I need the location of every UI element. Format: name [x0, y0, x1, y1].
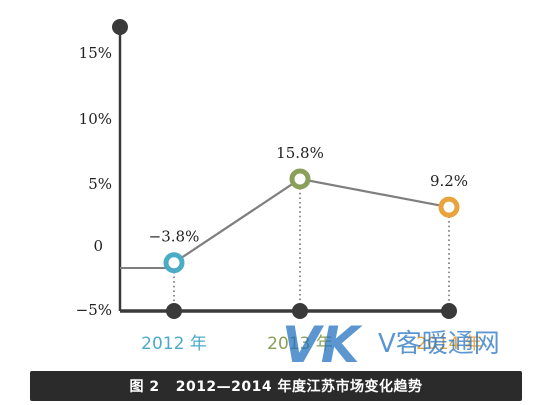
y-tick-label: −5%	[76, 301, 112, 319]
figure-caption: 图 2 2012—2014 年度江苏市场变化趋势	[129, 379, 423, 395]
data-label: 15.8%	[276, 144, 324, 162]
data-label: 9.2%	[430, 172, 468, 190]
data-label: −3.8%	[149, 228, 200, 246]
y-tick-label: 5%	[88, 175, 112, 193]
trend-chart: 15% 10% 5% 0 −5% −3.8% 2012 年 15.8% 2013 年 9…	[76, 19, 482, 354]
series-line	[173, 177, 450, 264]
watermark-brand: VK	[282, 316, 360, 374]
y-axis-cap	[112, 19, 128, 35]
x-tick-label: 2014 年	[416, 334, 482, 354]
y-tick-label: 15%	[79, 44, 112, 62]
axis-node	[166, 303, 182, 319]
figure-caption-bar: 图 2 2012—2014 年度江苏市场变化趋势	[30, 371, 522, 401]
axis-node	[292, 303, 308, 319]
watermark-name: V客暖通网	[378, 329, 500, 359]
axis-node	[441, 303, 457, 319]
x-tick-label: 2013 年	[267, 334, 333, 354]
watermark: VK V客暖通网 www.vkhvacr.com	[282, 316, 549, 380]
x-tick-label: 2012 年	[141, 334, 207, 354]
y-tick-label: 10%	[79, 110, 112, 128]
y-tick-label: 0	[93, 237, 103, 255]
data-point	[289, 168, 311, 190]
data-point	[438, 196, 460, 218]
data-point	[163, 252, 185, 274]
